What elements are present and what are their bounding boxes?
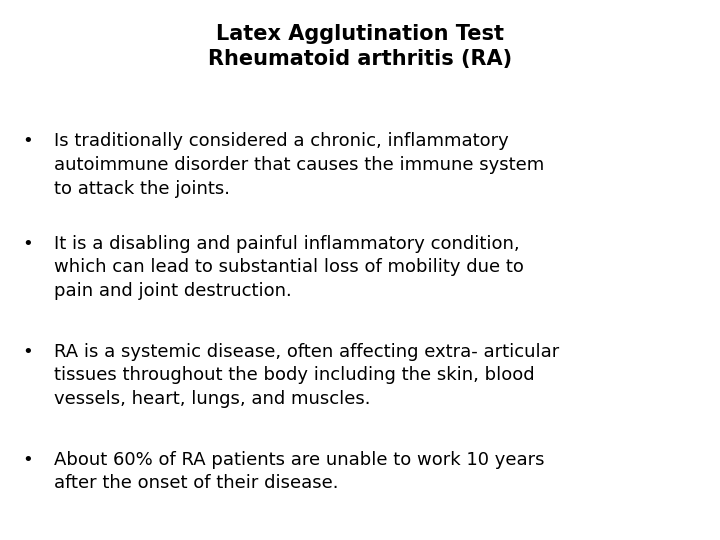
- Text: Is traditionally considered a chronic, inflammatory
autoimmune disorder that cau: Is traditionally considered a chronic, i…: [54, 132, 544, 198]
- Text: It is a disabling and painful inflammatory condition,
which can lead to substant: It is a disabling and painful inflammato…: [54, 235, 524, 300]
- Text: About 60% of RA patients are unable to work 10 years
after the onset of their di: About 60% of RA patients are unable to w…: [54, 451, 544, 492]
- Text: •: •: [22, 343, 32, 361]
- Text: RA is a systemic disease, often affecting extra- articular
tissues throughout th: RA is a systemic disease, often affectin…: [54, 343, 559, 408]
- Text: •: •: [22, 235, 32, 253]
- Text: •: •: [22, 451, 32, 469]
- Text: •: •: [22, 132, 32, 150]
- Text: Latex Agglutination Test
Rheumatoid arthritis (RA): Latex Agglutination Test Rheumatoid arth…: [208, 24, 512, 69]
